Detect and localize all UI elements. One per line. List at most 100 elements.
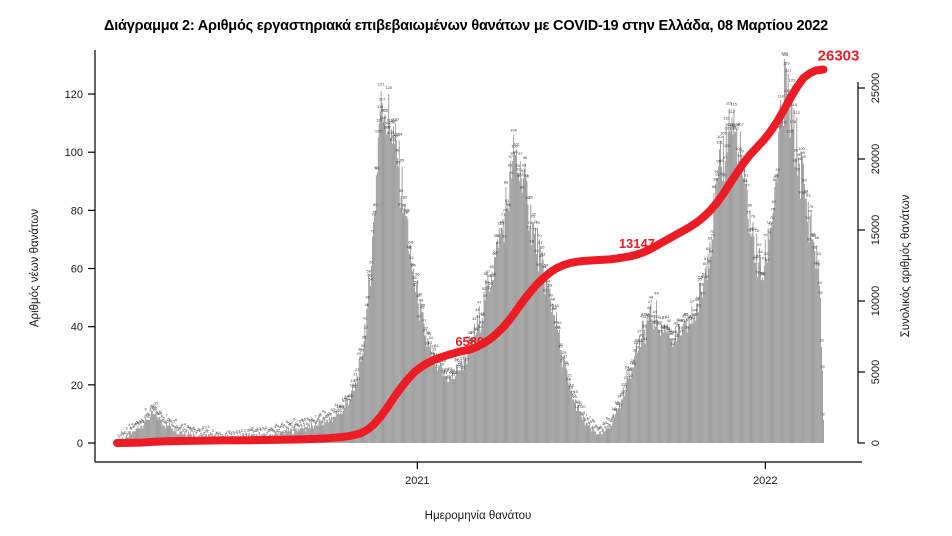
svg-text:53: 53 (548, 283, 553, 288)
svg-text:108: 108 (790, 119, 797, 124)
svg-text:31: 31 (361, 343, 366, 348)
svg-text:5: 5 (290, 420, 293, 425)
svg-text:4: 4 (283, 422, 286, 427)
svg-text:61: 61 (369, 259, 374, 264)
right-tick-25000: 25000 (870, 73, 882, 104)
svg-text:6: 6 (610, 418, 613, 423)
left-tick-60: 60 (71, 264, 83, 276)
svg-text:16: 16 (622, 388, 627, 393)
svg-text:2: 2 (267, 429, 270, 434)
svg-text:4: 4 (172, 423, 175, 428)
svg-text:32: 32 (558, 344, 563, 349)
svg-text:41: 41 (691, 315, 696, 320)
svg-text:8: 8 (148, 412, 151, 417)
svg-text:6: 6 (175, 417, 178, 422)
svg-text:7: 7 (144, 414, 147, 419)
svg-text:11: 11 (336, 403, 341, 408)
svg-text:60: 60 (816, 261, 821, 266)
svg-text:7: 7 (586, 415, 589, 420)
svg-text:21: 21 (356, 376, 361, 381)
svg-text:4: 4 (174, 425, 177, 430)
svg-text:4: 4 (134, 421, 137, 426)
svg-text:3: 3 (202, 425, 205, 430)
svg-text:41: 41 (422, 318, 427, 323)
svg-text:1: 1 (230, 431, 233, 436)
svg-text:23: 23 (445, 366, 450, 371)
svg-text:45: 45 (696, 302, 701, 307)
axes: 0204060801001200500010000150002000025000… (65, 50, 882, 487)
svg-text:39: 39 (479, 319, 484, 324)
svg-text:8: 8 (145, 413, 148, 418)
svg-text:107: 107 (732, 126, 739, 131)
svg-text:52: 52 (482, 286, 487, 291)
svg-text:3: 3 (186, 424, 189, 429)
svg-text:109: 109 (390, 118, 397, 123)
svg-text:54: 54 (817, 280, 822, 285)
svg-text:8: 8 (822, 412, 825, 417)
left-tick-100: 100 (65, 147, 83, 159)
svg-text:98: 98 (794, 148, 799, 153)
svg-text:20: 20 (354, 378, 359, 383)
svg-text:33: 33 (425, 340, 430, 345)
svg-text:123: 123 (789, 77, 796, 82)
svg-text:40: 40 (553, 320, 558, 325)
svg-text:34: 34 (467, 337, 472, 342)
svg-text:107: 107 (725, 126, 732, 131)
svg-text:56: 56 (367, 273, 372, 278)
svg-text:48: 48 (419, 298, 424, 303)
svg-text:52: 52 (488, 285, 493, 290)
svg-text:21: 21 (447, 373, 452, 378)
svg-text:53: 53 (489, 280, 494, 285)
svg-text:1: 1 (119, 434, 122, 439)
left-tick-20: 20 (71, 380, 83, 392)
svg-text:106: 106 (730, 124, 737, 129)
svg-text:8: 8 (318, 413, 321, 418)
svg-text:1: 1 (253, 432, 256, 437)
svg-text:6: 6 (321, 419, 324, 424)
svg-text:2: 2 (196, 429, 199, 434)
svg-text:60: 60 (814, 260, 819, 265)
svg-text:4: 4 (280, 423, 283, 428)
svg-text:79: 79 (771, 207, 776, 212)
svg-text:40: 40 (677, 318, 682, 323)
svg-text:50: 50 (818, 290, 823, 295)
svg-text:56: 56 (761, 272, 766, 277)
svg-text:21: 21 (566, 376, 571, 381)
svg-text:42: 42 (655, 314, 660, 319)
svg-text:95: 95 (719, 158, 724, 163)
svg-text:90: 90 (775, 172, 780, 177)
svg-text:3: 3 (201, 427, 204, 432)
svg-text:4: 4 (599, 424, 602, 429)
left-tick-120: 120 (65, 89, 83, 101)
svg-text:14: 14 (345, 396, 350, 401)
svg-text:1: 1 (233, 431, 236, 436)
svg-text:99: 99 (513, 149, 518, 154)
svg-text:5: 5 (135, 421, 138, 426)
svg-text:63: 63 (816, 251, 821, 256)
svg-text:3: 3 (130, 426, 133, 431)
svg-text:25: 25 (435, 364, 440, 369)
svg-text:74: 74 (535, 220, 540, 225)
svg-text:74: 74 (528, 220, 533, 225)
svg-text:37: 37 (364, 325, 369, 330)
svg-text:9: 9 (580, 411, 583, 416)
svg-text:3: 3 (291, 424, 294, 429)
svg-text:15: 15 (620, 390, 625, 395)
svg-text:41: 41 (676, 317, 681, 322)
svg-text:29: 29 (430, 351, 435, 356)
svg-text:119: 119 (784, 88, 791, 93)
svg-text:25: 25 (820, 364, 825, 369)
svg-text:4: 4 (591, 425, 594, 430)
svg-text:76: 76 (531, 212, 536, 217)
svg-text:48: 48 (366, 294, 371, 299)
svg-text:5: 5 (173, 419, 176, 424)
svg-text:62: 62 (765, 257, 770, 262)
svg-text:108: 108 (733, 121, 740, 126)
svg-text:40: 40 (653, 319, 658, 324)
svg-text:7: 7 (310, 416, 313, 421)
svg-text:118: 118 (777, 94, 784, 99)
svg-text:62: 62 (753, 256, 758, 261)
svg-text:32: 32 (468, 340, 473, 345)
svg-text:110: 110 (380, 115, 387, 120)
